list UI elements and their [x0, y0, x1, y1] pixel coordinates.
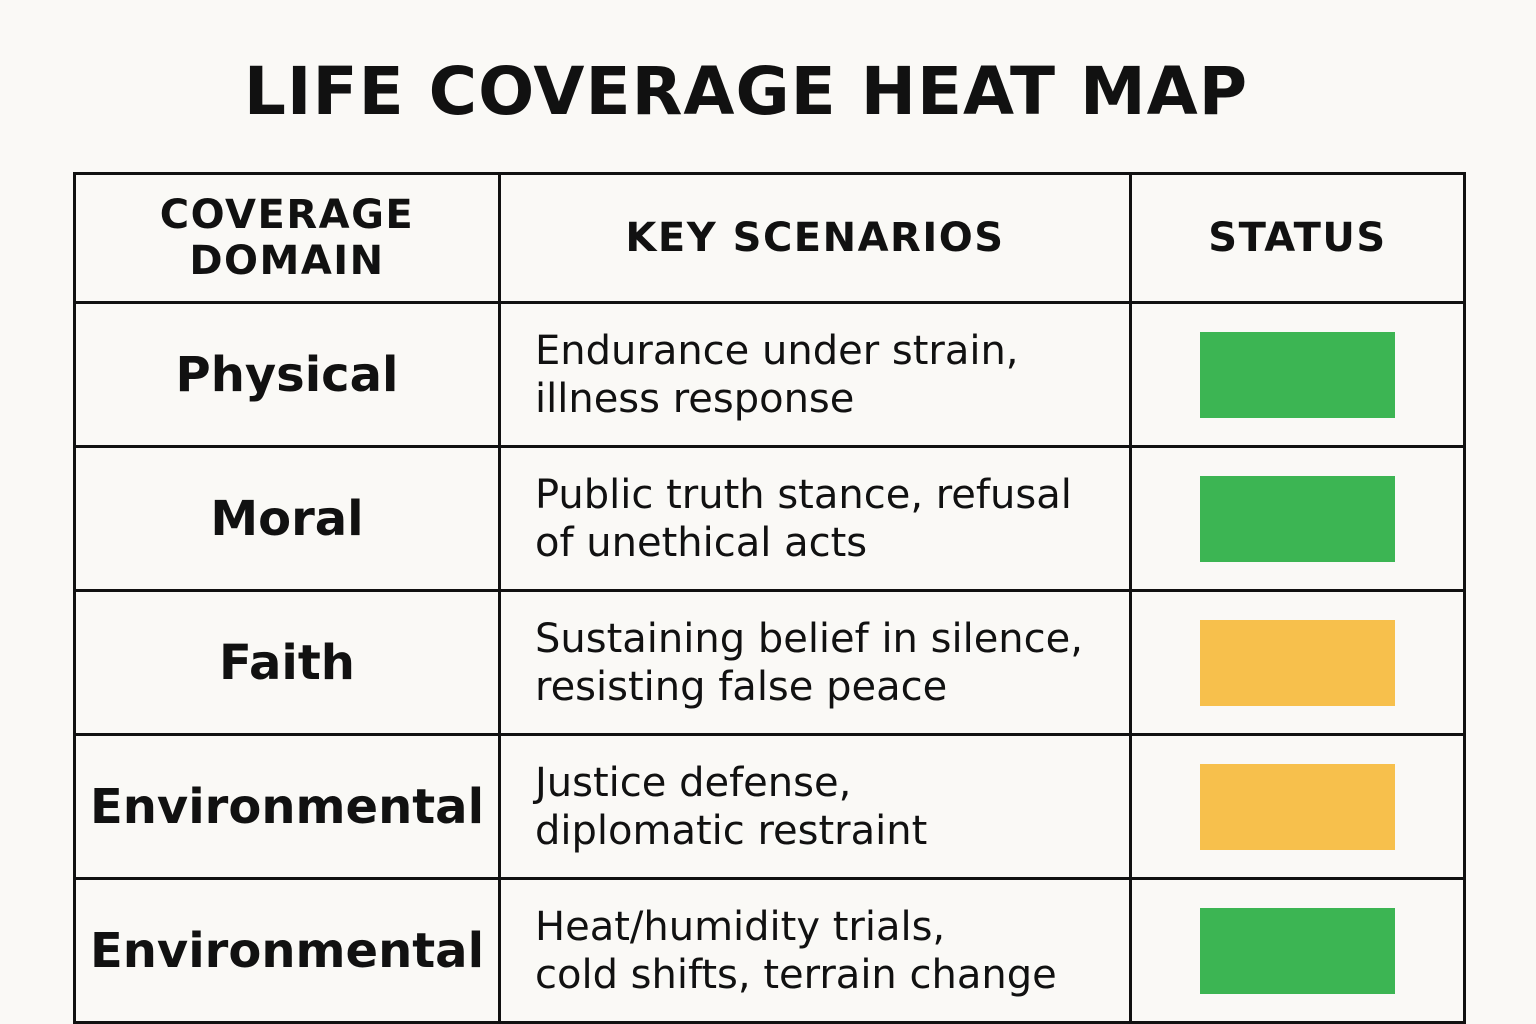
scenario-line: Justice defense, — [535, 759, 852, 806]
table-row: Environmental Heat/humidity trials, cold… — [73, 877, 1466, 1024]
status-swatch — [1200, 475, 1395, 562]
scenario-line: Heat/humidity trials, — [535, 903, 946, 950]
scenario-cell: Justice defense, diplomatic restraint — [498, 733, 1132, 880]
status-swatch — [1200, 763, 1395, 850]
column-header-status: STATUS — [1129, 172, 1466, 304]
scenario-line: illness response — [535, 375, 855, 422]
scenario-line: of unethical acts — [535, 519, 868, 566]
status-cell — [1129, 733, 1466, 880]
header-row: COVERAGE DOMAIN KEY SCENARIOS STATUS — [73, 172, 1466, 304]
scenario-line: Public truth stance, refusal — [535, 471, 1072, 518]
domain-cell: Environmental — [73, 877, 501, 1024]
table-row: Environmental Justice defense, diplomati… — [73, 733, 1466, 880]
scenario-line: diplomatic restraint — [535, 807, 928, 854]
status-swatch — [1200, 331, 1395, 418]
domain-cell: Moral — [73, 445, 501, 592]
domain-cell: Physical — [73, 301, 501, 448]
status-cell — [1129, 589, 1466, 736]
status-swatch — [1200, 907, 1395, 994]
coverage-table: COVERAGE DOMAIN KEY SCENARIOS STATUS Phy… — [73, 172, 1466, 1024]
column-header-scenarios: KEY SCENARIOS — [498, 172, 1132, 304]
scenario-line: cold shifts, terrain change — [535, 951, 1057, 998]
scenario-line: Endurance under strain, — [535, 327, 1019, 374]
column-header-domain: COVERAGE DOMAIN — [73, 172, 501, 304]
scenario-cell: Public truth stance, refusal of unethica… — [498, 445, 1132, 592]
scenario-cell: Endurance under strain, illness response — [498, 301, 1132, 448]
scenario-cell: Sustaining belief in silence, resisting … — [498, 589, 1132, 736]
status-cell — [1129, 301, 1466, 448]
domain-cell: Environmental — [73, 733, 501, 880]
table-row: Physical Endurance under strain, illness… — [73, 301, 1466, 448]
scenario-cell: Heat/humidity trials, cold shifts, terra… — [498, 877, 1132, 1024]
page-title: LIFE COVERAGE HEAT MAP — [243, 53, 1249, 130]
scenario-line: resisting false peace — [535, 663, 948, 710]
scenario-line: Sustaining belief in silence, — [535, 615, 1083, 662]
column-header-domain-label: COVERAGE DOMAIN — [159, 192, 415, 284]
status-cell — [1129, 877, 1466, 1024]
status-cell — [1129, 445, 1466, 592]
table-row: Faith Sustaining belief in silence, resi… — [73, 589, 1466, 736]
status-swatch — [1200, 619, 1395, 706]
table-row: Moral Public truth stance, refusal of un… — [73, 445, 1466, 592]
domain-cell: Faith — [73, 589, 501, 736]
